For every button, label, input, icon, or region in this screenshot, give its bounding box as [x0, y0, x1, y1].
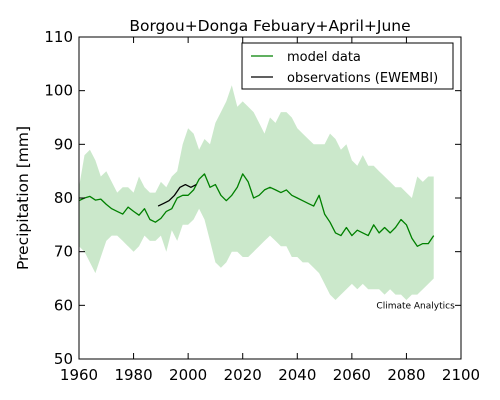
legend-box [241, 42, 454, 90]
y-tick-label: 50 [54, 350, 73, 368]
y-tick-label: 60 [54, 296, 73, 314]
y-axis-label: Precipitation [mm] [14, 126, 32, 270]
x-tick-label: 2040 [278, 366, 316, 384]
x-tick-label: 2080 [387, 366, 425, 384]
x-tick-label: 2000 [169, 366, 207, 384]
series-line-model [78, 173, 435, 247]
y-axis: 50 60 70 80 90 100 110 [44, 28, 461, 368]
x-tick-label: 1960 [60, 366, 98, 384]
uncertainty-band-layer [79, 85, 434, 300]
x-tick-label: 2060 [333, 366, 371, 384]
series-layer [78, 173, 435, 247]
x-tick-label: 1980 [114, 366, 152, 384]
x-axis: 1960 1980 2000 2020 2040 2060 2080 2100 [60, 37, 480, 384]
annotation-text: Climate Analytics [376, 301, 455, 311]
legend: model data observations (EWEMBI) [241, 42, 454, 90]
y-tick-label: 110 [44, 28, 73, 46]
chart-title: Borgou+Donga Febuary+April+June [129, 17, 410, 35]
x-tick-label: 2020 [224, 366, 262, 384]
y-tick-label: 80 [54, 189, 73, 207]
legend-label-observations: observations (EWEMBI) [287, 71, 438, 86]
y-tick-label: 100 [44, 82, 73, 100]
annotations: Climate Analytics [376, 301, 455, 311]
y-tick-label: 70 [54, 243, 73, 261]
series-line-observations [157, 183, 197, 207]
legend-label-model: model data [287, 50, 361, 65]
uncertainty-band [79, 85, 434, 300]
y-tick-label: 90 [54, 135, 73, 153]
x-tick-label: 2100 [442, 366, 480, 384]
